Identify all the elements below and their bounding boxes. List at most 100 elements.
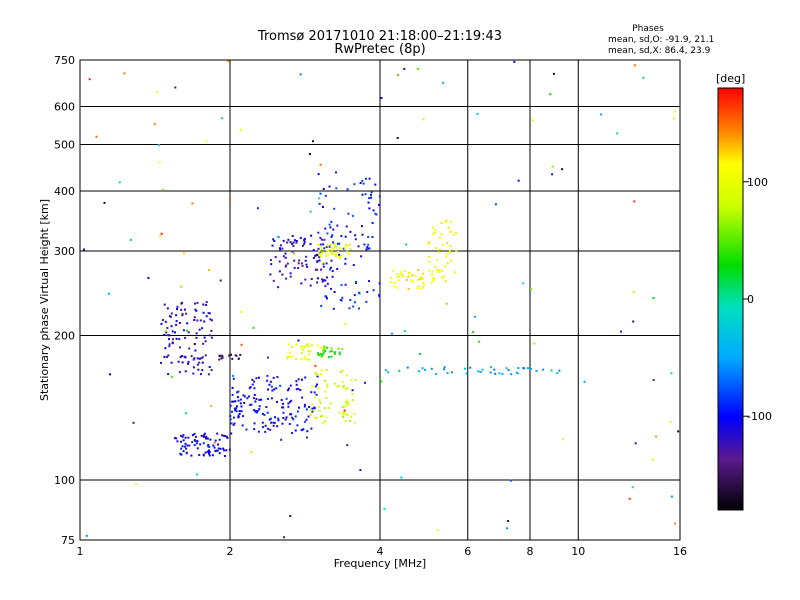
data-point [185,412,188,415]
data-point [271,389,274,392]
data-point [345,225,348,228]
data-point [237,414,240,417]
data-point [287,343,290,346]
data-point [272,279,275,282]
data-point [419,277,421,280]
data-point [297,262,300,265]
data-point [207,445,210,448]
data-point [156,91,159,94]
data-point [477,370,480,373]
data-point [289,400,291,403]
data-point [303,355,306,358]
x-tick-label: 16 [673,545,687,558]
data-point [290,355,293,358]
data-point [255,377,258,380]
data-point [229,198,231,201]
data-point [445,252,448,255]
data-point [321,422,324,425]
data-point [270,421,273,424]
data-point [441,269,443,272]
data-point [319,192,322,195]
data-point [304,344,307,347]
data-point [209,438,212,441]
data-point [190,355,193,358]
data-point [162,188,165,191]
data-point [364,381,366,384]
data-point [441,243,444,246]
data-point [309,210,312,213]
data-point [319,346,322,349]
data-point [266,356,269,359]
data-point [422,272,425,275]
data-point [558,369,561,372]
data-point [319,236,322,239]
data-point [200,357,203,360]
data-point [323,345,326,348]
data-point [326,282,329,285]
data-point [320,268,323,271]
data-point [103,201,106,204]
data-point [422,118,425,121]
data-point [310,234,313,237]
data-point [302,244,304,247]
data-point [216,449,219,452]
data-point [346,250,349,253]
data-point [171,341,174,344]
data-point [344,420,347,423]
data-point [168,345,171,348]
data-point [193,357,196,360]
data-point [282,406,285,409]
data-point [250,403,253,406]
data-point [347,212,350,215]
data-point [158,144,160,147]
data-point [147,277,150,279]
data-point [445,255,448,258]
data-point [191,202,194,205]
data-point [407,288,410,290]
data-point [258,408,261,411]
data-point [316,383,318,386]
data-point [387,371,390,374]
data-point [397,279,400,282]
data-point [400,271,402,274]
data-point [317,353,320,356]
data-point [427,256,430,258]
data-point [288,423,291,425]
data-point [181,313,184,316]
data-point [341,348,344,351]
data-point [291,250,294,253]
data-point [278,260,281,263]
data-point [231,357,234,360]
data-point [530,288,532,291]
data-point [321,280,324,283]
data-point [516,372,519,375]
data-point [320,352,322,355]
data-point [318,244,320,246]
data-point [240,410,243,413]
data-point [339,298,342,301]
data-point [295,343,298,346]
data-point [320,369,323,372]
data-point [345,244,347,247]
data-point [249,386,252,389]
data-point [204,340,207,343]
data-point [107,292,110,295]
data-point [342,247,345,250]
data-point [178,338,181,341]
data-point [192,372,195,375]
data-point [349,248,352,251]
data-point [330,246,333,249]
data-point [193,316,196,319]
data-point [274,416,276,419]
data-point [346,188,349,191]
data-point [445,302,448,305]
data-point [303,237,306,240]
data-point [295,380,298,383]
data-point [313,416,316,419]
data-point [322,279,325,282]
data-point [229,404,232,407]
data-point [252,397,255,400]
colorbar-ticks: 100 0 -100 [743,176,772,423]
data-point [359,182,362,184]
data-point [326,253,329,256]
